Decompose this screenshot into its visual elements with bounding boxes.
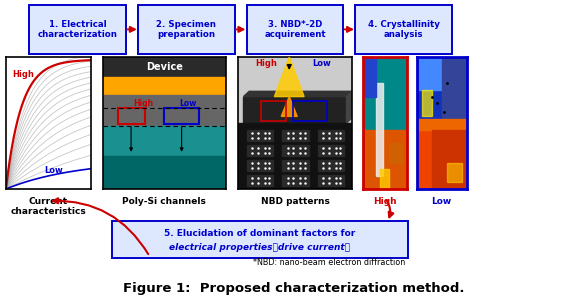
Bar bbox=[417, 119, 467, 130]
Bar bbox=[247, 160, 273, 171]
Bar bbox=[293, 100, 327, 121]
Bar bbox=[282, 160, 309, 171]
Text: Poly-Si channels: Poly-Si channels bbox=[123, 196, 206, 206]
Text: *NBD: nano-beam electron diffraction: *NBD: nano-beam electron diffraction bbox=[252, 258, 405, 267]
FancyBboxPatch shape bbox=[112, 220, 408, 258]
Bar bbox=[376, 83, 383, 176]
Text: 4. Crystallinity
analysis: 4. Crystallinity analysis bbox=[367, 20, 440, 39]
Bar bbox=[238, 57, 352, 123]
Bar bbox=[441, 57, 467, 123]
FancyBboxPatch shape bbox=[29, 4, 126, 54]
Bar bbox=[244, 97, 346, 123]
Bar bbox=[417, 123, 467, 189]
Bar bbox=[432, 130, 467, 189]
Text: 3. NBD*-2D
acquirement: 3. NBD*-2D acquirement bbox=[264, 20, 326, 39]
Text: Figure 1:  Proposed characterization method.: Figure 1: Proposed characterization meth… bbox=[123, 282, 464, 295]
Bar bbox=[103, 126, 226, 156]
Bar bbox=[103, 156, 226, 189]
Text: High: High bbox=[373, 196, 397, 206]
Text: Low: Low bbox=[44, 166, 63, 175]
Text: Low: Low bbox=[312, 59, 331, 68]
Text: High: High bbox=[255, 59, 277, 68]
Polygon shape bbox=[380, 169, 389, 189]
Polygon shape bbox=[346, 91, 352, 123]
Text: Low: Low bbox=[179, 99, 197, 108]
Bar bbox=[247, 175, 273, 186]
Text: High: High bbox=[133, 99, 154, 108]
Bar bbox=[318, 175, 344, 186]
Bar bbox=[318, 160, 344, 171]
Bar bbox=[282, 145, 309, 156]
Bar bbox=[282, 130, 309, 141]
Bar bbox=[282, 175, 309, 186]
Text: 2. Specimen
preparation: 2. Specimen preparation bbox=[156, 20, 217, 39]
Bar bbox=[103, 57, 226, 77]
Bar bbox=[417, 57, 467, 123]
Bar bbox=[238, 123, 352, 189]
Polygon shape bbox=[389, 143, 403, 163]
FancyBboxPatch shape bbox=[138, 4, 235, 54]
Bar bbox=[318, 130, 344, 141]
FancyBboxPatch shape bbox=[247, 4, 343, 54]
Text: 5. Elucidation of dominant factors for: 5. Elucidation of dominant factors for bbox=[164, 229, 355, 238]
Bar bbox=[417, 57, 441, 90]
Polygon shape bbox=[244, 91, 352, 97]
Bar bbox=[117, 108, 144, 124]
Bar bbox=[247, 130, 273, 141]
Bar bbox=[363, 130, 407, 189]
Bar bbox=[363, 57, 407, 130]
Polygon shape bbox=[421, 90, 432, 116]
Polygon shape bbox=[274, 57, 304, 97]
Polygon shape bbox=[281, 97, 297, 116]
Text: electrical properties（drive current）: electrical properties（drive current） bbox=[169, 243, 350, 252]
Bar bbox=[103, 77, 226, 95]
Bar bbox=[363, 57, 376, 97]
Bar bbox=[247, 145, 273, 156]
Text: Device: Device bbox=[146, 62, 183, 72]
Text: NBD patterns: NBD patterns bbox=[261, 196, 329, 206]
Bar bbox=[164, 108, 199, 124]
Bar bbox=[261, 100, 286, 121]
FancyBboxPatch shape bbox=[355, 4, 452, 54]
Text: Current
characteristics: Current characteristics bbox=[11, 196, 86, 216]
Text: High: High bbox=[13, 70, 35, 79]
Bar bbox=[103, 95, 226, 126]
Polygon shape bbox=[447, 163, 461, 182]
Bar bbox=[318, 145, 344, 156]
Text: Low: Low bbox=[431, 196, 452, 206]
Text: 1. Electrical
characterization: 1. Electrical characterization bbox=[38, 20, 118, 39]
